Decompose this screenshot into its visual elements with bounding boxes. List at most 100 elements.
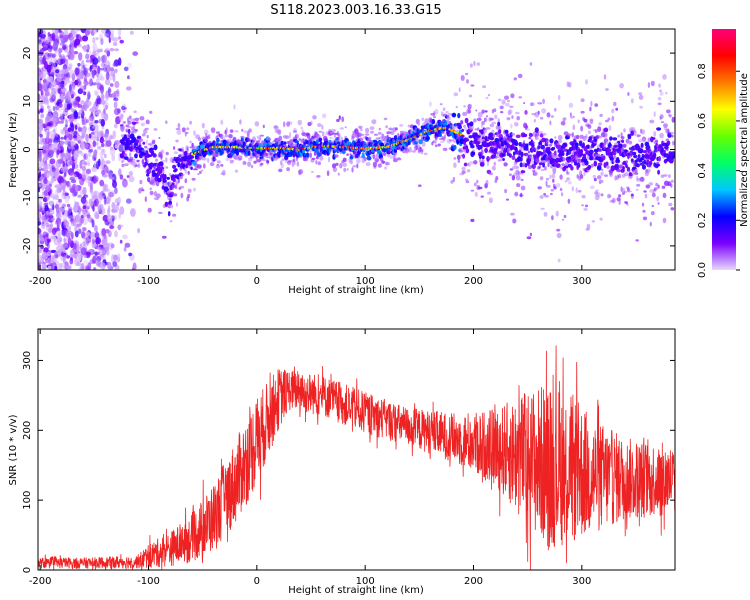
ridge-halo	[549, 174, 552, 180]
ridge-halo	[287, 121, 293, 125]
ridge-core	[453, 145, 457, 150]
ridge-halo	[615, 107, 619, 111]
ridge-halo	[510, 123, 513, 129]
ridge-halo	[155, 181, 160, 187]
y-tick-label: 20	[22, 47, 33, 60]
ridge-core	[528, 133, 534, 137]
ridge-halo	[144, 127, 149, 130]
noise-blob	[114, 188, 118, 195]
ridge-core	[497, 121, 501, 127]
ridge-halo	[216, 163, 220, 166]
ridge-core	[638, 148, 644, 154]
noise-blob	[99, 130, 104, 137]
ridge-halo	[558, 94, 561, 101]
noise-blob	[109, 135, 114, 140]
noise-blob	[109, 83, 114, 87]
noise-blob	[81, 165, 87, 172]
ridge-halo	[561, 218, 565, 221]
ridge-halo	[241, 128, 244, 132]
ridge-halo	[365, 127, 370, 134]
noise-blob	[38, 93, 41, 102]
ridge-halo	[576, 134, 580, 140]
ridge-halo	[470, 63, 473, 68]
noise-blob	[79, 189, 85, 196]
noise-blob	[104, 29, 109, 34]
noise-blob	[80, 196, 87, 204]
ridge-halo	[315, 160, 318, 165]
noise-blob	[63, 60, 69, 67]
ridge-halo	[134, 117, 140, 122]
noise-blob	[85, 53, 90, 60]
ridge-halo	[476, 62, 481, 66]
ridge-halo	[189, 120, 192, 125]
noise-blob	[126, 75, 130, 80]
noise-blob	[52, 163, 57, 168]
noise-blob	[110, 32, 114, 39]
noise-blob	[105, 60, 111, 69]
ridge-halo	[162, 168, 165, 175]
ridge-halo	[563, 214, 567, 219]
noise-blob	[105, 228, 110, 234]
ridge-halo	[583, 118, 588, 123]
noise-blob	[49, 130, 56, 139]
noise-blob	[86, 214, 91, 219]
ridge-halo	[203, 157, 208, 161]
ridge-halo	[580, 125, 584, 132]
ridge-halo	[229, 129, 234, 133]
noise-blob	[82, 227, 87, 232]
noise-blob	[104, 153, 107, 159]
ridge-halo	[186, 127, 190, 131]
noise-blob	[108, 134, 113, 140]
ridge-halo	[417, 122, 420, 126]
ridge-halo	[538, 165, 542, 169]
noise-blob	[70, 123, 75, 132]
ridge-halo	[258, 137, 262, 141]
ridge-core	[126, 137, 130, 141]
noise-blob	[46, 64, 52, 73]
noise-blob	[92, 42, 97, 52]
noise-blob	[104, 132, 109, 138]
ridge-halo	[503, 162, 508, 167]
noise-blob	[69, 37, 75, 46]
ridge-halo	[598, 122, 602, 126]
noise-blob	[50, 218, 55, 222]
ridge-core	[240, 137, 244, 142]
ridge-halo	[540, 169, 545, 171]
ridge-halo	[482, 85, 486, 89]
ridge-halo	[233, 104, 236, 110]
noise-blob	[44, 212, 50, 219]
noise-blob	[54, 265, 58, 270]
noise-blob	[82, 186, 87, 195]
noise-blob	[51, 227, 57, 235]
ridge-halo	[407, 124, 411, 128]
ridge-core	[633, 154, 638, 159]
noise-blob	[107, 261, 112, 270]
ridge-halo	[193, 168, 198, 171]
ridge-core	[612, 137, 618, 141]
ridge-halo	[137, 163, 141, 168]
noise-blob	[92, 125, 97, 129]
noise-blob	[51, 29, 55, 34]
ridge-halo	[234, 130, 239, 133]
ridge-core	[172, 164, 177, 169]
noise-blob	[83, 234, 87, 239]
noise-blob	[101, 142, 105, 148]
ridge-core	[142, 141, 146, 145]
noise-blob	[59, 89, 65, 94]
noise-blob	[38, 55, 43, 61]
noise-blob	[73, 242, 77, 250]
noise-blob	[63, 254, 68, 259]
ridge-halo	[321, 124, 324, 130]
ridge-halo	[666, 148, 669, 152]
noise-blob	[58, 232, 61, 241]
noise-blob	[44, 205, 49, 212]
noise-blob	[67, 215, 74, 220]
noise-blob	[68, 265, 72, 270]
ridge-halo	[466, 169, 471, 173]
ridge-halo	[596, 175, 602, 180]
ridge-halo	[491, 121, 497, 124]
noise-blob	[79, 160, 83, 169]
noise-blob	[81, 158, 86, 164]
ridge-halo	[577, 190, 582, 193]
noise-blob	[38, 228, 42, 235]
